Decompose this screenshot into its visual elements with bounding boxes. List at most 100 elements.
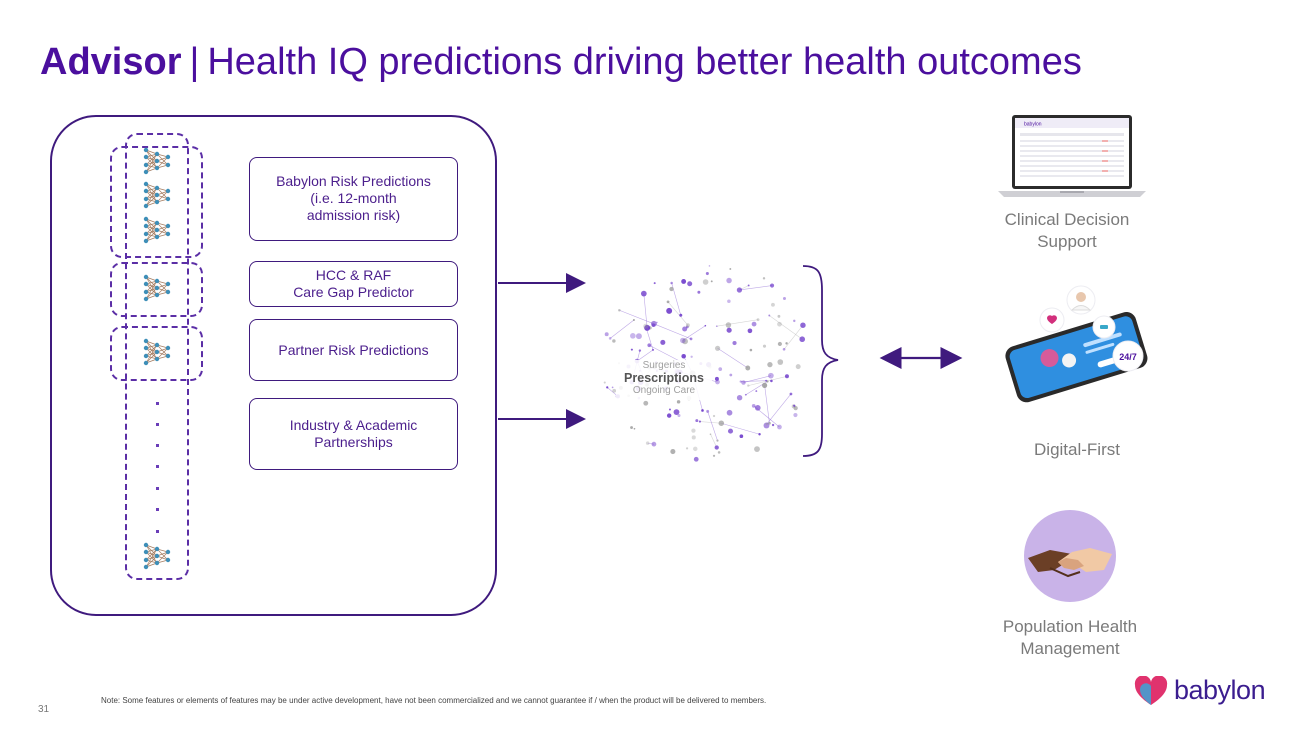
network-node [765, 422, 768, 426]
network-node [751, 321, 757, 327]
network-node [618, 309, 621, 312]
network-edge [710, 434, 717, 448]
network-node [777, 314, 781, 318]
network-node [739, 434, 744, 439]
network-node [630, 348, 633, 351]
model-group-partner [110, 326, 203, 381]
network-edge [769, 315, 803, 340]
network-node [643, 400, 649, 406]
network-node [768, 314, 771, 317]
network-node [689, 337, 693, 341]
network-node [633, 427, 636, 430]
network-node [612, 388, 617, 393]
cloud-label-ongoing-care: Ongoing Care [632, 385, 696, 396]
network-node [666, 300, 670, 304]
ellipsis-dot [156, 508, 159, 511]
cds-line1: Clinical Decision [1004, 210, 1130, 229]
availability-badge-text: 24/7 [1119, 352, 1137, 362]
network-node [749, 348, 753, 352]
digital-first-label: Digital-First [1000, 439, 1154, 461]
network-node [747, 384, 750, 387]
ellipsis-dot [156, 487, 159, 490]
network-node [611, 386, 614, 389]
partner-risk-box: Partner Risk Predictions [249, 319, 458, 381]
network-node [714, 445, 719, 450]
network-node [771, 423, 775, 427]
handshake-icon [1024, 510, 1116, 602]
model-group-tall [125, 133, 189, 580]
network-node [635, 333, 642, 340]
network-node [695, 419, 699, 423]
ellipsis-dot [156, 465, 159, 468]
laptop-dashboard-icon: babylon [998, 115, 1146, 197]
network-node [736, 287, 743, 293]
network-node [680, 337, 686, 344]
network-node [651, 441, 657, 447]
network-edge [653, 323, 692, 340]
babylon-logo: babylon [1134, 675, 1266, 706]
network-node [685, 447, 689, 450]
network-edge [682, 325, 706, 341]
network-node [747, 284, 750, 287]
network-node [715, 325, 718, 328]
industry-academic-box: Industry & Academic Partnerships [249, 398, 458, 470]
network-node [785, 342, 788, 345]
network-node [800, 322, 806, 328]
hcc-raf-line1: HCC & RAF [315, 267, 392, 283]
right-brace [802, 265, 839, 457]
network-edge [764, 385, 770, 424]
partner-risk-line1: Partner Risk Predictions [278, 341, 429, 358]
network-node [687, 281, 693, 287]
population-health-label: Population Health Management [990, 616, 1150, 660]
ellipsis-dot [156, 444, 159, 447]
network-node [777, 424, 782, 430]
network-node [705, 272, 709, 276]
network-node [793, 404, 796, 407]
network-node [666, 413, 672, 418]
network-node [685, 323, 690, 328]
network-node [656, 321, 658, 324]
network-node [693, 456, 699, 462]
network-node [668, 408, 671, 411]
cloud-label-surgeries: Surgeries [642, 360, 686, 371]
disclaimer-note: Note: Some features or elements of featu… [101, 696, 767, 705]
network-node [640, 290, 647, 297]
network-node [726, 277, 732, 284]
network-node [762, 277, 766, 280]
network-node [736, 394, 743, 401]
network-node [782, 347, 786, 351]
network-node [755, 390, 758, 393]
network-node [762, 344, 767, 348]
network-node [754, 405, 761, 411]
network-node [793, 412, 798, 418]
hcc-raf-box: HCC & RAF Care Gap Predictor [249, 261, 458, 307]
network-node [754, 446, 760, 453]
network-node [777, 341, 782, 347]
network-node [715, 379, 720, 385]
network-node [697, 290, 701, 294]
network-node [691, 435, 696, 440]
network-node [647, 343, 652, 348]
network-node [690, 355, 693, 358]
population-health-line2: Management [1020, 639, 1120, 658]
network-node [756, 318, 760, 322]
network-node [708, 265, 711, 267]
network-node [638, 349, 642, 352]
logo-text: babylon [1174, 675, 1266, 705]
ellipsis-dot [156, 402, 159, 405]
network-node [769, 283, 775, 288]
network-edge [647, 442, 654, 445]
network-node [670, 281, 673, 285]
network-node [717, 451, 721, 454]
network-node [682, 338, 688, 345]
ellipsis-dot [156, 423, 159, 426]
network-node [732, 340, 737, 346]
network-edge [609, 319, 635, 339]
network-node [651, 323, 656, 327]
industry-line1: Industry & Academic [289, 417, 418, 433]
network-node [741, 380, 746, 385]
cloud-label: Surgeries Prescriptions Ongoing Care [616, 360, 712, 400]
network-node [673, 409, 680, 416]
network-node [612, 339, 616, 343]
network-node [765, 379, 768, 382]
